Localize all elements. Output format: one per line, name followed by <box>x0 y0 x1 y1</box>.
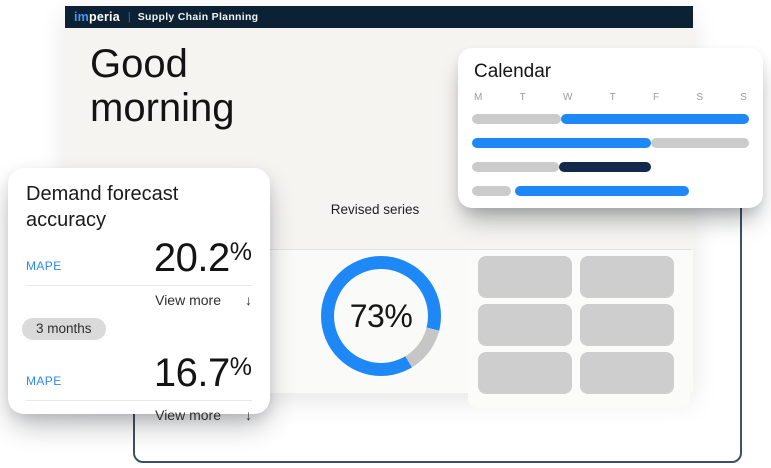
placeholder-box <box>478 304 572 346</box>
calendar-day-label: M <box>474 92 483 103</box>
demand-forecast-card: Demand forecast accuracy MAPE 20.2 % Vie… <box>8 168 270 423</box>
view-more-button[interactable]: View more ↓ <box>26 407 252 423</box>
calendar-day-label: T <box>519 92 526 103</box>
calendar-gantt-row <box>472 186 749 196</box>
metric-divider <box>26 399 252 401</box>
placeholder-box <box>580 256 674 298</box>
product-name: Supply Chain Planning <box>137 11 259 23</box>
revised-series-donut: 73% <box>321 256 441 376</box>
calendar-day-label: T <box>609 92 616 103</box>
calendar-day-label: F <box>653 92 660 103</box>
greeting-heading: Good morning <box>90 42 235 130</box>
placeholder-box <box>478 352 572 394</box>
mape-value: 20.2 % <box>154 238 252 278</box>
imperia-logo[interactable]: imperia <box>74 10 120 24</box>
calendar-bar-segment-gray[interactable] <box>472 114 561 124</box>
calendar-card: Calendar M T W T F S S <box>458 48 763 208</box>
calendar-bar-segment-gray[interactable] <box>472 162 560 172</box>
forecast-card-title: Demand forecast accuracy <box>26 183 179 232</box>
mape-label: MAPE <box>26 258 62 273</box>
calendar-title: Calendar <box>474 61 552 82</box>
down-arrow-icon: ↓ <box>245 406 252 423</box>
placeholder-box <box>580 352 674 394</box>
down-arrow-icon: ↓ <box>245 291 252 308</box>
nav-separator: | <box>127 11 131 23</box>
mape-label: MAPE <box>26 373 62 388</box>
mape-value: 16.7 % <box>154 353 252 393</box>
calendar-day-label: S <box>696 92 704 103</box>
top-navbar: imperia | Supply Chain Planning <box>65 6 693 28</box>
logo-suffix: peria <box>89 10 120 24</box>
three-months-badge[interactable]: 3 months <box>22 317 106 340</box>
mape-value-number: 16.7 <box>153 350 230 395</box>
calendar-bar-segment-gray[interactable] <box>650 138 749 148</box>
calendar-bar-segment-gray[interactable] <box>472 186 511 196</box>
calendar-gantt <box>472 114 749 196</box>
mape-value-unit: % <box>229 352 252 381</box>
mape-metric-row: MAPE 20.2 % <box>26 238 252 278</box>
view-more-button[interactable]: View more ↓ <box>26 292 252 308</box>
view-more-label: View more <box>155 291 221 308</box>
calendar-gantt-row <box>472 162 749 172</box>
revised-series-title: Revised series <box>330 202 420 217</box>
placeholder-box <box>478 256 572 298</box>
placeholder-box <box>580 304 674 346</box>
mape-value-unit: % <box>229 237 252 266</box>
donut-percent-value: 73% <box>349 297 413 334</box>
calendar-day-label: W <box>562 92 573 103</box>
calendar-gantt-row <box>472 114 749 124</box>
placeholder-grid <box>478 256 680 394</box>
donut-hole: 73% <box>334 269 428 363</box>
metric-divider <box>26 284 252 286</box>
mape-metric-row: MAPE 16.7 % <box>26 353 252 393</box>
logo-prefix: im <box>74 10 89 24</box>
placeholder-panel <box>468 252 690 408</box>
calendar-bar-segment-blue[interactable] <box>472 138 651 148</box>
mape-value-number: 20.2 <box>153 235 230 280</box>
view-more-label: View more <box>155 406 221 423</box>
section-divider <box>85 249 691 250</box>
calendar-day-label: S <box>740 92 747 103</box>
calendar-bar-segment-blue[interactable] <box>560 114 749 124</box>
calendar-bar-segment-blue[interactable] <box>514 186 690 196</box>
calendar-bar-segment-navy[interactable] <box>559 162 651 172</box>
calendar-gantt-row <box>472 138 749 148</box>
